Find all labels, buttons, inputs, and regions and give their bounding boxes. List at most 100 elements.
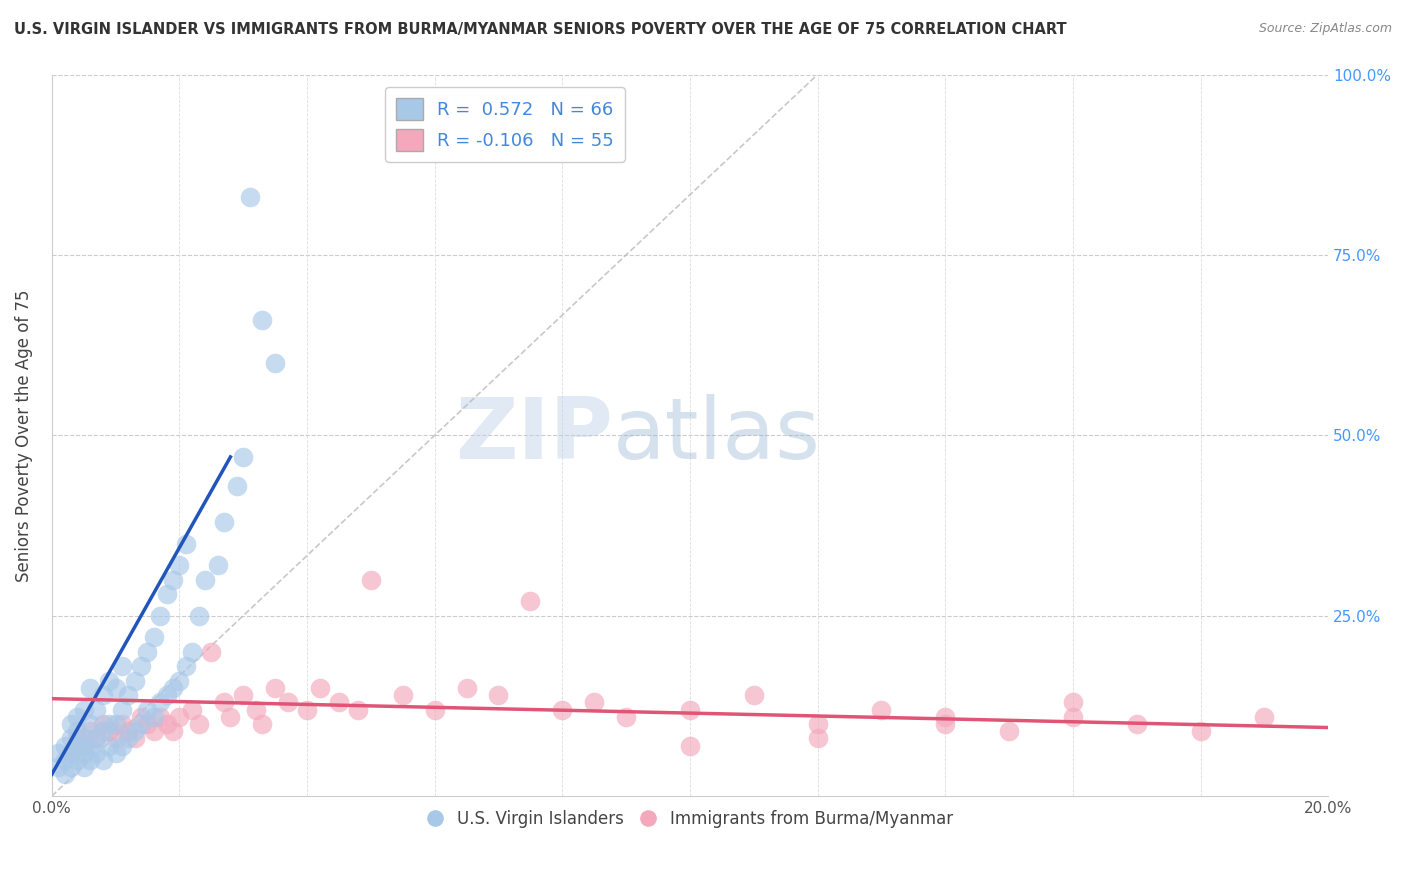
Point — [870, 702, 893, 716]
Point — [129, 709, 152, 723]
Point — [1062, 695, 1084, 709]
Point — [79, 739, 101, 753]
Point — [59, 731, 82, 746]
Point — [551, 702, 574, 716]
Point — [142, 724, 165, 739]
Point — [488, 688, 510, 702]
Point — [111, 717, 134, 731]
Point — [79, 753, 101, 767]
Point — [129, 717, 152, 731]
Point — [53, 767, 76, 781]
Point — [104, 746, 127, 760]
Point — [162, 724, 184, 739]
Point — [998, 724, 1021, 739]
Point — [111, 739, 134, 753]
Point — [66, 724, 89, 739]
Point — [194, 573, 217, 587]
Point — [187, 608, 209, 623]
Point — [207, 558, 229, 573]
Point — [98, 673, 121, 688]
Point — [679, 702, 702, 716]
Y-axis label: Seniors Poverty Over the Age of 75: Seniors Poverty Over the Age of 75 — [15, 289, 32, 582]
Point — [200, 645, 222, 659]
Point — [73, 746, 96, 760]
Point — [66, 709, 89, 723]
Point — [295, 702, 318, 716]
Point — [212, 515, 235, 529]
Point — [117, 724, 139, 739]
Point — [328, 695, 350, 709]
Point — [239, 190, 262, 204]
Text: Source: ZipAtlas.com: Source: ZipAtlas.com — [1258, 22, 1392, 36]
Point — [73, 731, 96, 746]
Point — [1125, 717, 1147, 731]
Point — [98, 724, 121, 739]
Point — [156, 688, 179, 702]
Point — [252, 717, 274, 731]
Point — [124, 731, 146, 746]
Point — [169, 558, 191, 573]
Point — [66, 731, 89, 746]
Point — [53, 753, 76, 767]
Point — [73, 702, 96, 716]
Point — [156, 717, 179, 731]
Point — [124, 673, 146, 688]
Point — [1253, 709, 1275, 723]
Point — [136, 702, 159, 716]
Point — [46, 760, 69, 774]
Point — [679, 739, 702, 753]
Point — [91, 753, 114, 767]
Point — [169, 673, 191, 688]
Text: U.S. VIRGIN ISLANDER VS IMMIGRANTS FROM BURMA/MYANMAR SENIORS POVERTY OVER THE A: U.S. VIRGIN ISLANDER VS IMMIGRANTS FROM … — [14, 22, 1067, 37]
Point — [1062, 709, 1084, 723]
Point — [117, 688, 139, 702]
Point — [806, 731, 828, 746]
Point — [149, 608, 172, 623]
Point — [360, 573, 382, 587]
Point — [934, 709, 956, 723]
Point — [583, 695, 606, 709]
Point — [129, 659, 152, 673]
Point — [73, 760, 96, 774]
Text: ZIP: ZIP — [456, 393, 613, 477]
Point — [614, 709, 637, 723]
Point — [225, 479, 247, 493]
Point — [391, 688, 413, 702]
Point — [59, 717, 82, 731]
Point — [46, 746, 69, 760]
Point — [59, 746, 82, 760]
Point — [423, 702, 446, 716]
Point — [79, 681, 101, 695]
Point — [86, 746, 108, 760]
Point — [86, 731, 108, 746]
Point — [104, 717, 127, 731]
Point — [212, 695, 235, 709]
Point — [1189, 724, 1212, 739]
Point — [66, 739, 89, 753]
Point — [79, 724, 101, 739]
Point — [806, 717, 828, 731]
Point — [252, 313, 274, 327]
Point — [187, 717, 209, 731]
Point — [111, 659, 134, 673]
Point — [124, 724, 146, 739]
Point — [98, 717, 121, 731]
Point — [79, 717, 101, 731]
Point — [181, 645, 204, 659]
Point — [73, 739, 96, 753]
Point — [456, 681, 478, 695]
Point — [91, 688, 114, 702]
Point — [104, 681, 127, 695]
Point — [156, 587, 179, 601]
Point — [86, 731, 108, 746]
Point — [277, 695, 299, 709]
Point — [169, 709, 191, 723]
Point — [59, 760, 82, 774]
Point — [104, 731, 127, 746]
Point — [86, 702, 108, 716]
Point — [264, 681, 287, 695]
Point — [149, 709, 172, 723]
Point — [264, 356, 287, 370]
Point — [66, 753, 89, 767]
Point — [91, 724, 114, 739]
